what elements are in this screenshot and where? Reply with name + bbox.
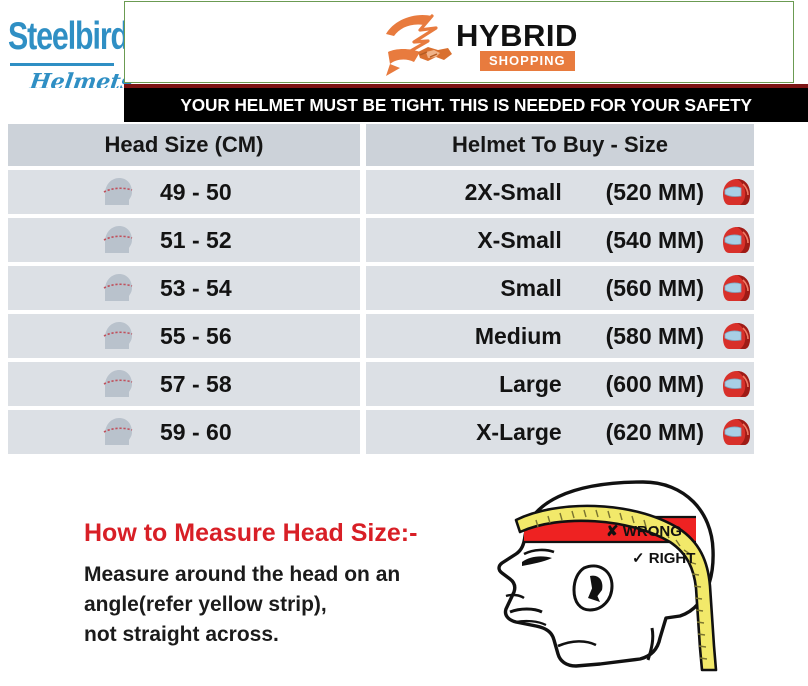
head-size-cell: 55 - 56 (8, 314, 360, 358)
column-header-helmet-size: Helmet To Buy - Size (366, 124, 754, 166)
table-header-row: Head Size (CM) Helmet To Buy - Size (0, 124, 808, 166)
size-chart-table: Head Size (CM) Helmet To Buy - Size 49 -… (0, 124, 808, 458)
wrong-label: ✘ WRONG (606, 523, 682, 540)
red-helmet-icon (718, 221, 754, 259)
hybrid-logo-panel: HYBRID SHOPPING (124, 1, 794, 83)
banner-left-spacer (0, 88, 124, 122)
hybrid-shopping-badge: SHOPPING (480, 51, 575, 71)
red-helmet-icon (718, 269, 754, 307)
banner-top-rule (124, 84, 808, 88)
head-measure-icon (94, 364, 140, 404)
table-row: 55 - 56 Medium (580 MM) (0, 314, 808, 358)
head-size-value: 59 - 60 (160, 418, 232, 445)
how-to-measure-title: How to Measure Head Size:- (84, 519, 418, 547)
helmet-size-mm: (520 MM) (605, 178, 704, 205)
head-size-cell: 59 - 60 (8, 410, 360, 454)
head-size-value: 49 - 50 (160, 178, 232, 205)
how-to-measure-line-2: angle(refer yellow strip), (84, 593, 327, 616)
head-measure-icon (94, 412, 140, 452)
how-to-measure-line-1: Measure around the head on an (84, 563, 401, 586)
column-header-head-size-label: Head Size (CM) (104, 132, 264, 157)
hybrid-logo-group: HYBRID SHOPPING (380, 4, 610, 82)
helmet-size-cell: 2X-Small (520 MM) (366, 170, 754, 214)
table-row: 57 - 58 Large (600 MM) (0, 362, 808, 406)
helmet-size-name: X-Large (476, 418, 562, 445)
head-size-value: 51 - 52 (160, 226, 232, 253)
head-measure-icon (94, 316, 140, 356)
column-header-helmet-size-label: Helmet To Buy - Size (452, 132, 668, 157)
page-header: Steelbird Helmets (0, 0, 808, 122)
red-helmet-icon (718, 365, 754, 403)
table-row: 53 - 54 Small (560 MM) (0, 266, 808, 310)
how-to-measure-section: How to Measure Head Size:- Measure aroun… (0, 468, 808, 681)
helmet-size-name: Small (500, 274, 562, 301)
helmet-size-mm: (600 MM) (605, 370, 704, 397)
measuring-tape (514, 504, 718, 672)
helmet-size-cell: X-Small (540 MM) (366, 218, 754, 262)
steelbird-wordmark: Steelbird (8, 13, 129, 58)
red-helmet-icon (718, 413, 754, 451)
head-profile-tape-diagram: ✘ WRONG ✓ RIGHT (480, 470, 808, 681)
safety-banner: YOUR HELMET MUST BE TIGHT. THIS IS NEEDE… (124, 88, 808, 122)
helmet-size-mm: (580 MM) (605, 322, 704, 349)
helmet-size-mm: (560 MM) (605, 274, 704, 301)
head-size-value: 55 - 56 (160, 322, 232, 349)
head-measure-icon (94, 220, 140, 260)
steelbird-underline (10, 63, 114, 66)
head-size-value: 57 - 58 (160, 370, 232, 397)
table-row: 49 - 50 2X-Small (520 MM) (0, 170, 808, 214)
head-size-cell: 51 - 52 (8, 218, 360, 262)
helmet-size-cell: X-Large (620 MM) (366, 410, 754, 454)
head-measure-icon (94, 268, 140, 308)
helmet-size-name: 2X-Small (464, 178, 562, 205)
head-size-cell: 53 - 54 (8, 266, 360, 310)
table-row: 59 - 60 X-Large (620 MM) (0, 410, 808, 454)
helmet-handshake-icon (380, 8, 464, 80)
steelbird-logo: Steelbird Helmets (0, 0, 135, 122)
helmet-size-cell: Large (600 MM) (366, 362, 754, 406)
how-to-measure-line-3: not straight across. (84, 623, 279, 646)
helmet-size-mm: (620 MM) (605, 418, 704, 445)
red-helmet-icon (718, 173, 754, 211)
helmet-size-cell: Small (560 MM) (366, 266, 754, 310)
right-label: ✓ RIGHT (632, 550, 695, 567)
helmet-size-name: X-Small (477, 226, 562, 253)
head-size-cell: 49 - 50 (8, 170, 360, 214)
helmet-size-mm: (540 MM) (605, 226, 704, 253)
head-size-cell: 57 - 58 (8, 362, 360, 406)
column-header-head-size: Head Size (CM) (8, 124, 360, 166)
red-helmet-icon (718, 317, 754, 355)
head-size-value: 53 - 54 (160, 274, 232, 301)
head-measure-icon (94, 172, 140, 212)
helmet-size-name: Large (499, 370, 562, 397)
helmet-size-name: Medium (474, 322, 562, 349)
safety-banner-text: YOUR HELMET MUST BE TIGHT. THIS IS NEEDE… (180, 94, 752, 115)
helmet-size-cell: Medium (580 MM) (366, 314, 754, 358)
table-row: 51 - 52 X-Small (540 MM) (0, 218, 808, 262)
hybrid-title: HYBRID (456, 18, 578, 53)
how-to-measure-body: Measure around the head on an angle(refe… (84, 560, 484, 650)
